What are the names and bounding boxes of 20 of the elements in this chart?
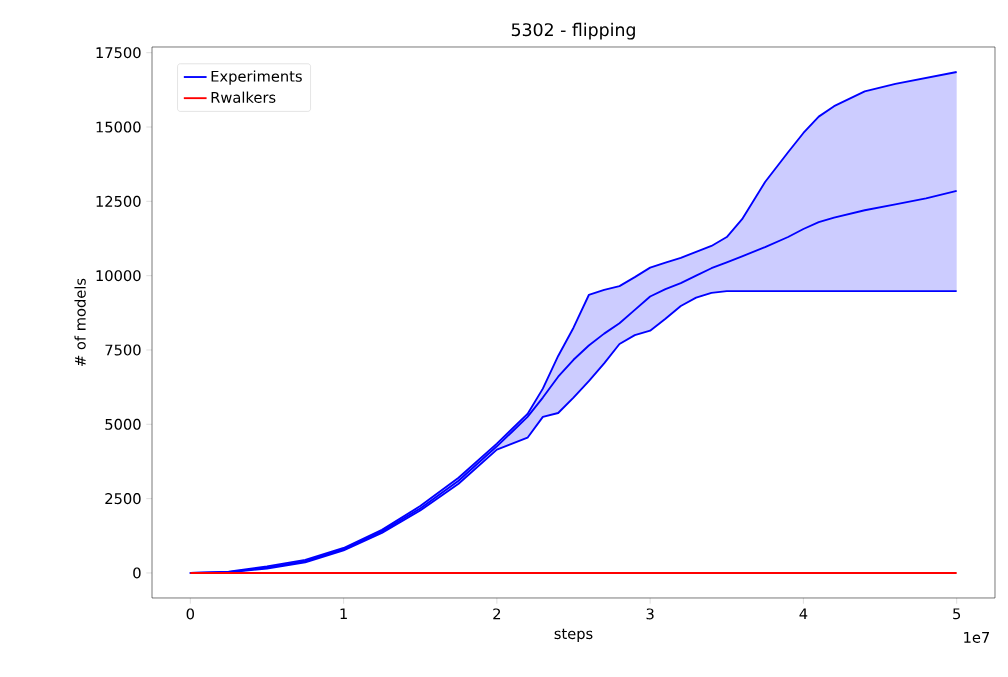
y-tick-label: 5000 <box>105 418 141 430</box>
legend-label: Rwalkers <box>211 91 276 103</box>
chart-title: 5302 - flipping <box>511 22 635 40</box>
x-tick-label: 5 <box>953 608 961 620</box>
y-tick-label: 0 <box>133 567 141 579</box>
y-tick-label: 10000 <box>96 270 141 282</box>
text: 1e7 <box>964 632 990 643</box>
y-tick-label: 7500 <box>105 344 141 356</box>
x-tick-label: 2 <box>493 608 501 620</box>
y-tick-label: 12500 <box>96 195 141 207</box>
x-axis-title: steps <box>554 628 593 642</box>
y-tick-label: 17500 <box>96 47 141 59</box>
x-tick-label: 4 <box>799 608 808 620</box>
legend-label: Experiments <box>211 70 302 85</box>
y-tick-label: 15000 <box>96 121 141 133</box>
y-tick-label: 2500 <box>105 493 141 505</box>
y-axis-title: # of models <box>74 278 86 366</box>
x-tick-label: 3 <box>646 608 654 620</box>
x-tick-label: 0 <box>186 608 194 620</box>
x-tick-label: 1 <box>340 608 347 620</box>
